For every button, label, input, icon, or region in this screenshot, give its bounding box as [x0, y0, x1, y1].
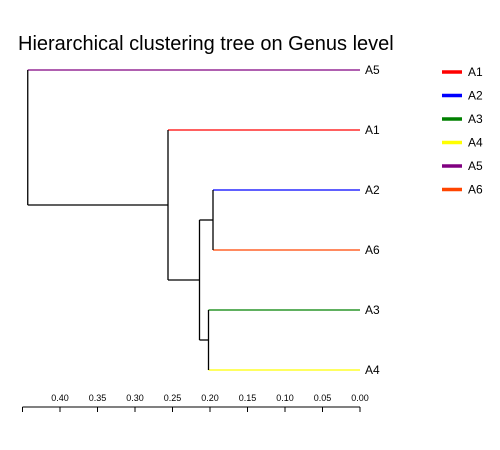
leaf-labels: A5 A1 A2 A6 A3 A4 — [365, 63, 380, 377]
legend: A1 A2 A3 A4 A5 A6 — [442, 65, 483, 197]
leaf-label-a3: A3 — [365, 303, 380, 317]
axis-tick-label: 0.20 — [201, 393, 219, 403]
axis-tick-label: 0.15 — [239, 393, 257, 403]
legend-label-a6: A6 — [468, 183, 483, 197]
leaf-label-a6: A6 — [365, 243, 380, 257]
chart-title: Hierarchical clustering tree on Genus le… — [18, 33, 394, 55]
axis-tick-label: 0.35 — [89, 393, 107, 403]
leaf-label-a2: A2 — [365, 183, 380, 197]
dendrogram-branches — [27, 69, 360, 371]
axis-tick-label: 0.10 — [276, 393, 294, 403]
legend-label-a3: A3 — [468, 112, 483, 126]
axis-tick-label: 0.25 — [164, 393, 182, 403]
axis-tick-label: 0.40 — [51, 393, 69, 403]
axis-tick-label: 0.05 — [314, 393, 332, 403]
axis-tick-label: 0.00 — [351, 393, 369, 403]
legend-label-a2: A2 — [468, 89, 483, 103]
distance-axis: 0.40 0.35 0.30 0.25 0.20 0.15 0.10 0.05 0.00 — [22, 393, 369, 412]
legend-label-a4: A4 — [468, 136, 483, 150]
leaf-label-a4: A4 — [365, 363, 380, 377]
leaf-label-a1: A1 — [365, 123, 380, 137]
leaf-label-a5: A5 — [365, 63, 380, 77]
legend-label-a1: A1 — [468, 65, 483, 79]
axis-tick-label: 0.30 — [126, 393, 144, 403]
legend-label-a5: A5 — [468, 159, 483, 173]
